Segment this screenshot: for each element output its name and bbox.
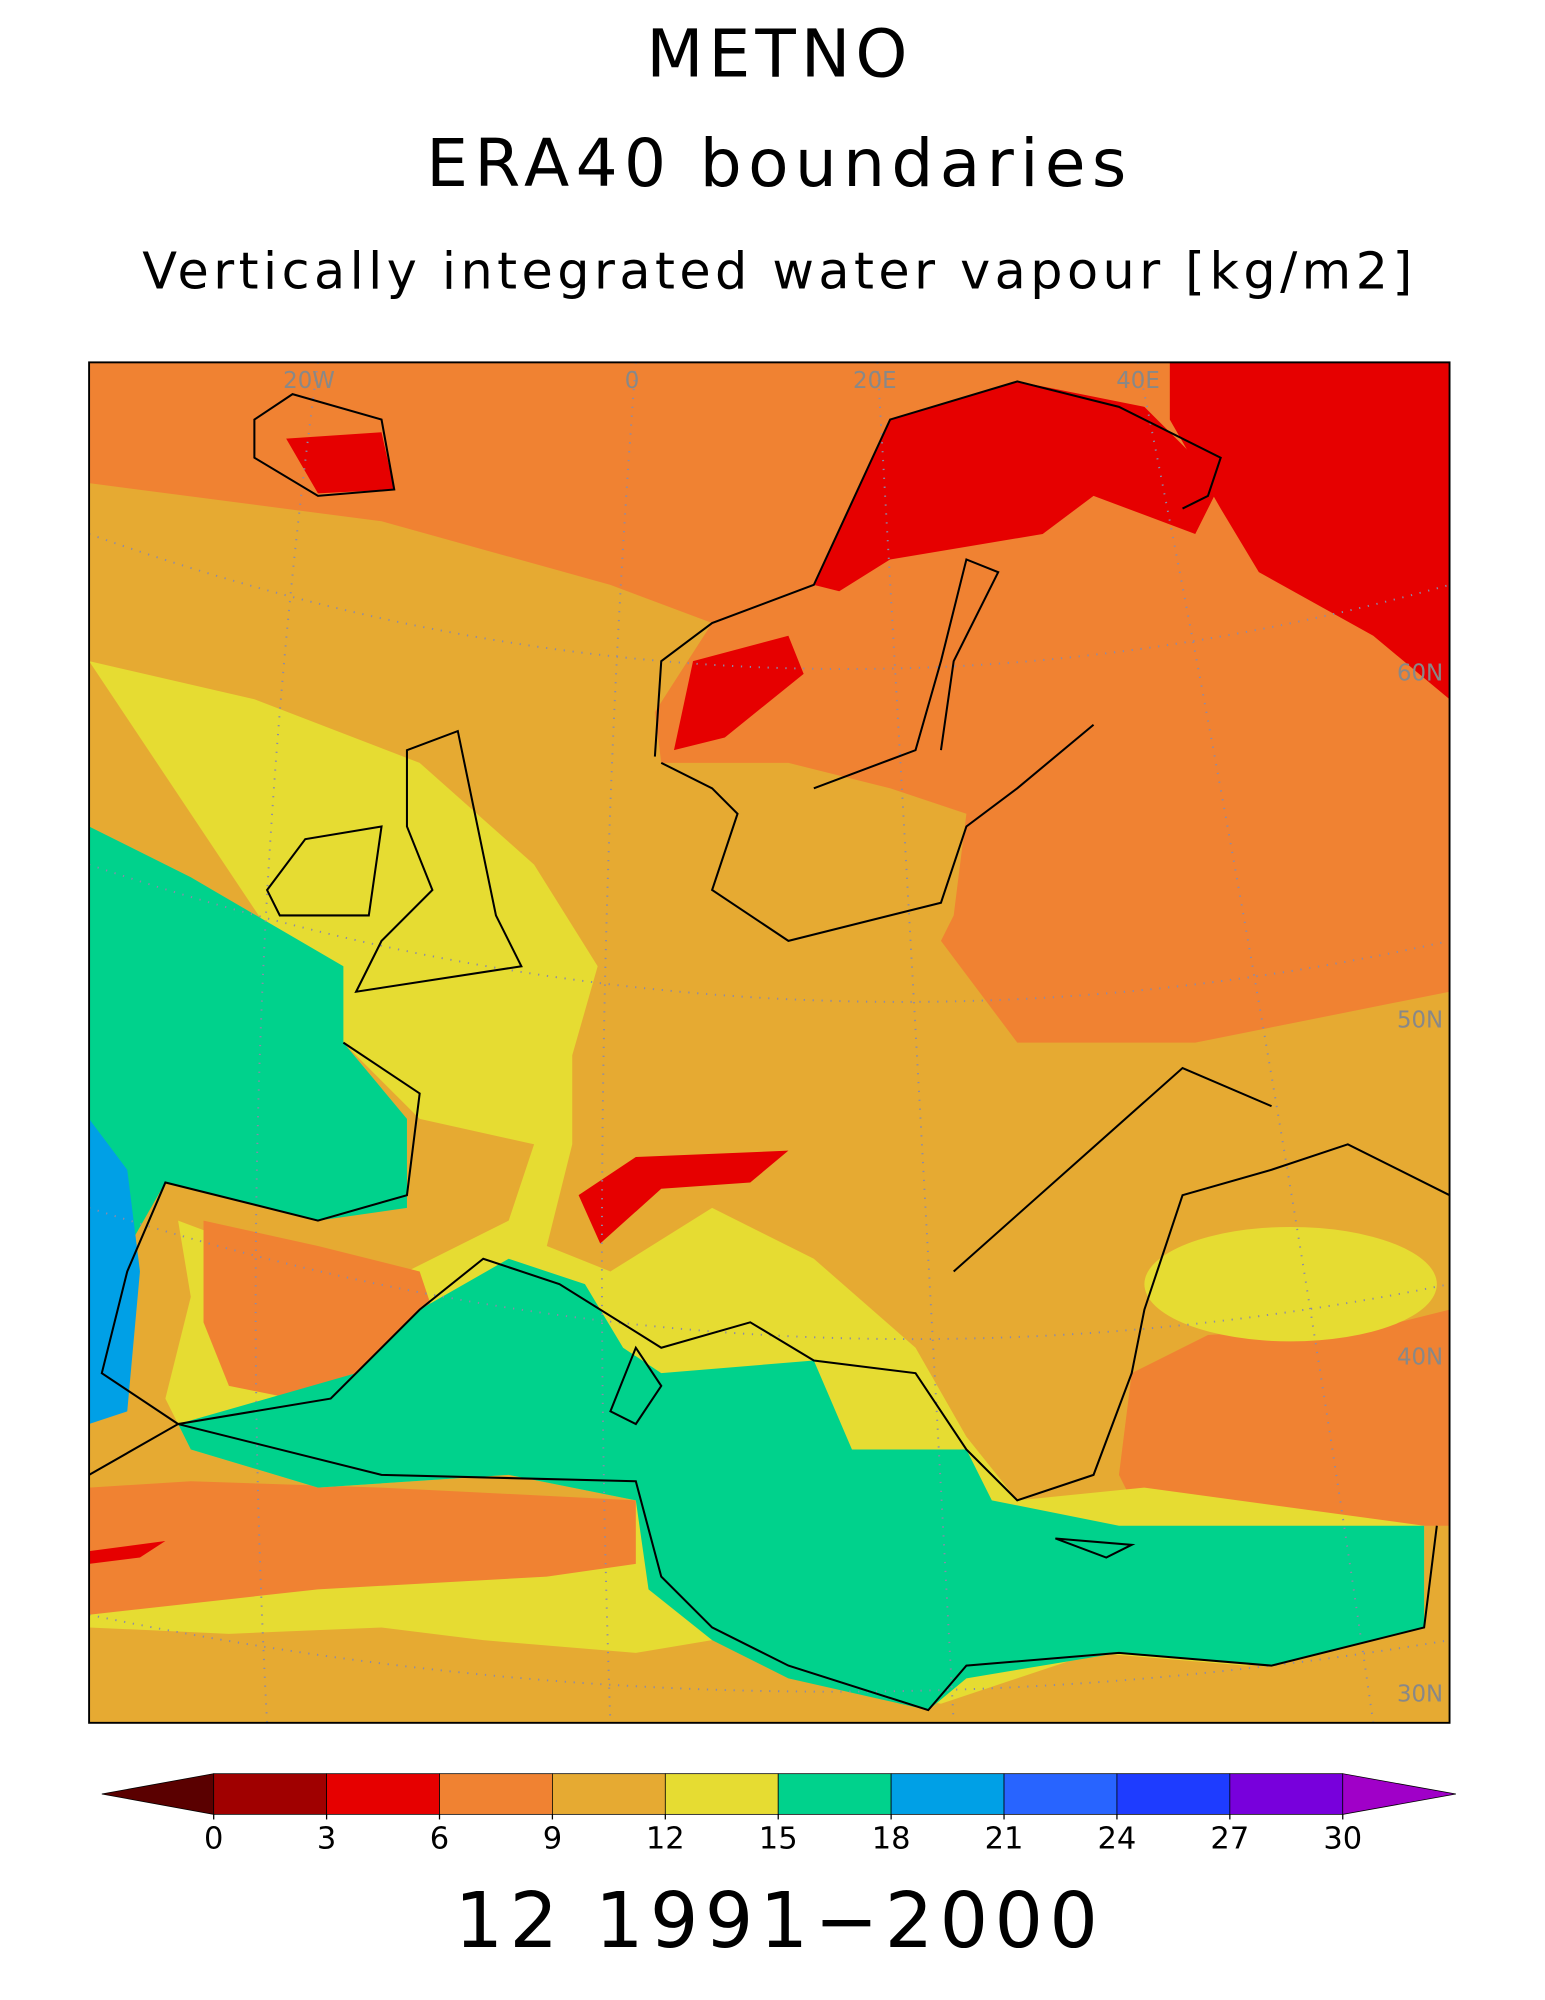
graticule bbox=[89, 362, 1450, 1723]
grid-label: 40N bbox=[1397, 1344, 1443, 1370]
variable-label: Vertically integrated water vapour [kg/m… bbox=[142, 242, 1416, 301]
grid-label: 20W bbox=[283, 368, 335, 394]
colorbar-box bbox=[439, 1773, 553, 1815]
grid-label: 30N bbox=[1397, 1681, 1443, 1707]
colorbar-box bbox=[1003, 1773, 1118, 1815]
colorbar-tick-label: 9 bbox=[543, 1821, 562, 1856]
field-blue bbox=[89, 1118, 140, 1425]
colorbar-box bbox=[777, 1773, 892, 1815]
grid-label: 60N bbox=[1397, 660, 1443, 686]
grid-label: 20E bbox=[853, 368, 897, 394]
map bbox=[89, 362, 1450, 1723]
colorbar-box bbox=[890, 1773, 1005, 1815]
colorbar-tick-label: 24 bbox=[1098, 1821, 1137, 1856]
grid-label: 40E bbox=[1116, 368, 1160, 394]
colorbar-tick-label: 3 bbox=[317, 1821, 336, 1856]
colorbar-tick-label: 27 bbox=[1210, 1821, 1249, 1856]
colorbar-tick-label: 0 bbox=[204, 1821, 223, 1856]
colorbar-tick-label: 30 bbox=[1323, 1821, 1362, 1856]
field-red-iceland bbox=[286, 432, 395, 494]
field-orange-africa bbox=[89, 1500, 535, 1590]
colorbar-box bbox=[664, 1773, 779, 1815]
field-red-africa bbox=[89, 1541, 166, 1564]
field-black-sea bbox=[1144, 1226, 1437, 1342]
colorbar-box bbox=[213, 1773, 327, 1815]
colorbar-tick-label: 21 bbox=[985, 1821, 1024, 1856]
colorbar-under bbox=[101, 1773, 215, 1815]
field-red-scandinavia bbox=[813, 381, 1221, 592]
colorbar-box bbox=[326, 1773, 440, 1815]
field-red-alps bbox=[578, 1150, 789, 1244]
colorbar-box bbox=[1229, 1773, 1344, 1815]
grid-label: 0 bbox=[625, 368, 640, 394]
colorbar-box bbox=[1116, 1773, 1231, 1815]
colorbar-box bbox=[552, 1773, 666, 1815]
field-atlantic bbox=[89, 826, 407, 1412]
grid-label: 50N bbox=[1397, 1007, 1443, 1033]
colorbar-tick-label: 15 bbox=[759, 1821, 798, 1856]
field-mediterranean bbox=[178, 1258, 1425, 1711]
title: METNO bbox=[646, 16, 912, 93]
period-label: 12 1991−2000 bbox=[455, 1876, 1105, 1965]
colorbar-tick-label: 6 bbox=[430, 1821, 449, 1856]
colorbar-tick-label: 12 bbox=[646, 1821, 685, 1856]
colorbar-tick-label: 18 bbox=[872, 1821, 911, 1856]
subtitle: ERA40 boundaries bbox=[426, 125, 1132, 202]
map-frame bbox=[88, 361, 1451, 1724]
field-red-ne bbox=[1169, 362, 1450, 700]
colorbar-over bbox=[1342, 1773, 1456, 1815]
coastline bbox=[89, 380, 1450, 1712]
